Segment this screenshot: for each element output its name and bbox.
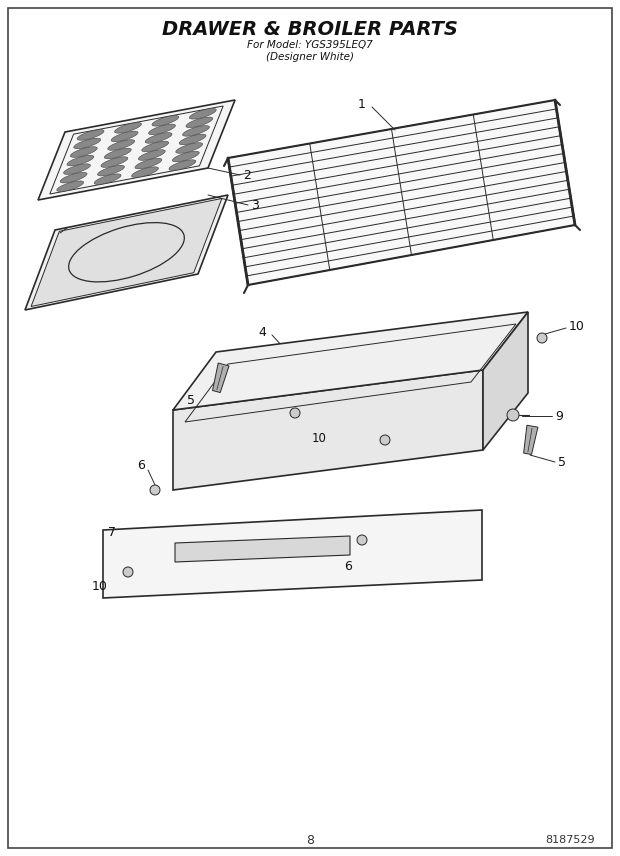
Text: 10: 10 — [92, 580, 108, 593]
Ellipse shape — [67, 155, 94, 166]
Text: 8187529: 8187529 — [546, 835, 595, 845]
Polygon shape — [524, 425, 538, 455]
Ellipse shape — [97, 165, 125, 175]
Circle shape — [357, 535, 367, 545]
Ellipse shape — [77, 129, 104, 140]
Ellipse shape — [138, 150, 166, 160]
Ellipse shape — [70, 146, 97, 158]
Text: 3: 3 — [251, 199, 259, 211]
Polygon shape — [483, 312, 528, 450]
Text: 7: 7 — [108, 526, 116, 539]
Polygon shape — [173, 312, 528, 410]
Text: For Model: YGS395LEQ7: For Model: YGS395LEQ7 — [247, 40, 373, 50]
Text: 6: 6 — [344, 560, 352, 573]
Ellipse shape — [104, 148, 131, 159]
Ellipse shape — [57, 181, 84, 192]
Ellipse shape — [169, 160, 196, 170]
Ellipse shape — [152, 116, 179, 126]
Circle shape — [537, 333, 547, 343]
Text: 9: 9 — [555, 409, 563, 423]
Ellipse shape — [189, 109, 216, 119]
Text: 5: 5 — [558, 455, 566, 468]
Ellipse shape — [172, 152, 199, 162]
Circle shape — [123, 567, 133, 577]
Ellipse shape — [179, 134, 206, 145]
Text: 10: 10 — [569, 320, 585, 334]
Ellipse shape — [142, 141, 169, 152]
Circle shape — [380, 435, 390, 445]
Ellipse shape — [74, 138, 100, 149]
Text: (Designer White): (Designer White) — [266, 52, 354, 62]
Circle shape — [150, 485, 160, 495]
Ellipse shape — [60, 172, 87, 183]
Polygon shape — [31, 199, 222, 306]
Ellipse shape — [111, 131, 138, 142]
Ellipse shape — [176, 143, 203, 153]
Ellipse shape — [94, 174, 121, 184]
Circle shape — [507, 409, 519, 421]
Text: DRAWER & BROILER PARTS: DRAWER & BROILER PARTS — [162, 20, 458, 39]
Ellipse shape — [182, 126, 210, 136]
Polygon shape — [25, 195, 228, 310]
Text: 2: 2 — [243, 169, 251, 181]
Text: 8: 8 — [306, 834, 314, 847]
Ellipse shape — [108, 140, 135, 151]
Ellipse shape — [135, 158, 162, 169]
Polygon shape — [175, 536, 350, 562]
Ellipse shape — [101, 157, 128, 168]
Circle shape — [290, 408, 300, 418]
Ellipse shape — [186, 117, 213, 128]
Polygon shape — [173, 370, 483, 490]
Ellipse shape — [115, 122, 141, 134]
Ellipse shape — [131, 167, 159, 177]
Ellipse shape — [145, 133, 172, 143]
Polygon shape — [228, 100, 575, 285]
Polygon shape — [38, 100, 235, 200]
Polygon shape — [213, 363, 229, 393]
Text: 10: 10 — [312, 431, 327, 444]
Text: 5: 5 — [187, 394, 195, 407]
Polygon shape — [103, 510, 482, 598]
Text: 6: 6 — [137, 459, 145, 472]
Ellipse shape — [149, 124, 175, 134]
Text: 4: 4 — [258, 326, 266, 340]
Text: 1: 1 — [358, 98, 366, 110]
Ellipse shape — [64, 163, 91, 175]
